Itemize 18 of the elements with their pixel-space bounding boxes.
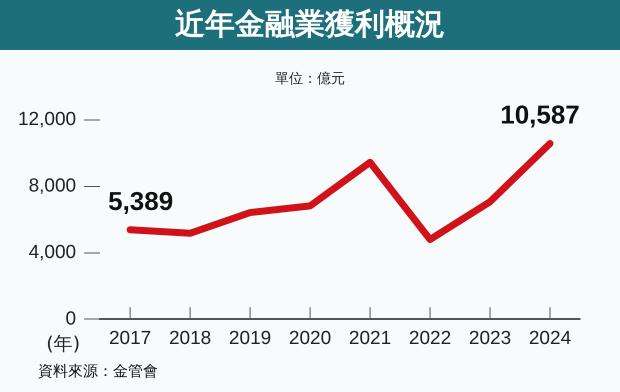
- x-tick-label: 2021: [348, 328, 392, 349]
- data-label: 10,587: [500, 100, 580, 130]
- y-tick-label: 12,000: [18, 109, 76, 130]
- x-tick-label: 2020: [288, 328, 332, 349]
- chart-title: 近年金融業獲利概況: [0, 0, 620, 50]
- x-tick-label: 2018: [168, 328, 212, 349]
- x-tick-label: 2022: [408, 328, 452, 349]
- y-tick-label: 8,000: [28, 176, 76, 197]
- y-tick-label: 4,000: [28, 242, 76, 264]
- y-tick-label: 0: [66, 308, 76, 330]
- x-tick-label: 2019: [228, 328, 272, 349]
- chart-subtitle: 單位：億元: [274, 70, 346, 88]
- data-label: 5,389: [108, 186, 174, 216]
- x-tick-label: 2024: [528, 328, 572, 349]
- x-tick-label: 2023: [468, 328, 512, 349]
- x-tick-label: 2017: [108, 328, 152, 349]
- source-note: 資料來源：金管會: [38, 362, 158, 381]
- x-axis-title: (年): [46, 333, 80, 356]
